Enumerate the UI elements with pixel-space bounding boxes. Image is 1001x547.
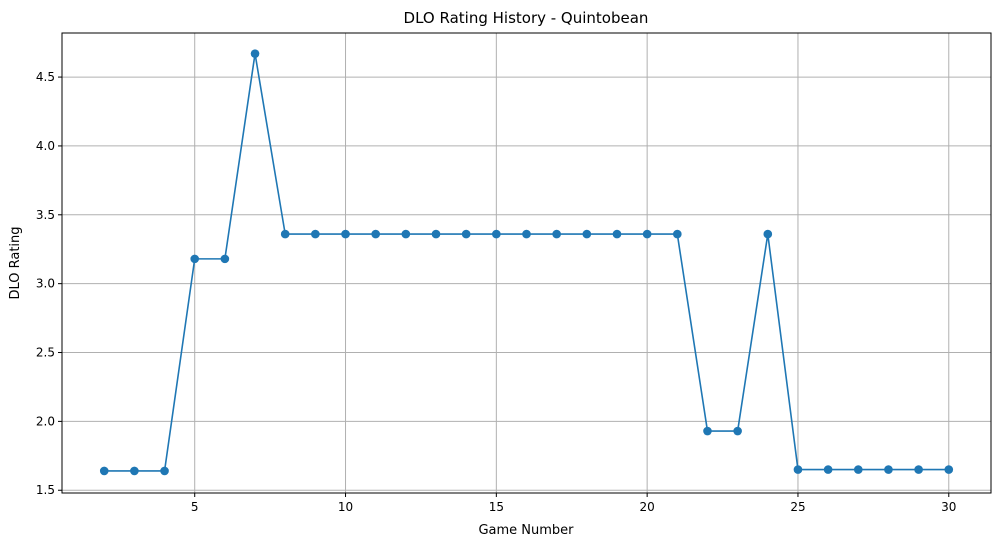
data-point <box>763 229 773 239</box>
data-point <box>793 465 803 474</box>
data-point <box>220 254 230 264</box>
y-tick-label: 3.0 <box>36 277 55 291</box>
x-tick-label: 20 <box>640 500 655 514</box>
y-axis-ticks: 1.5 2.0 2.5 3.0 3.5 4.0 4.5 <box>36 70 62 497</box>
data-point <box>99 466 109 476</box>
data-point <box>582 229 592 239</box>
y-tick-label: 2.0 <box>36 414 55 428</box>
x-tick-label: 30 <box>941 500 956 514</box>
x-tick-label: 10 <box>338 500 353 514</box>
data-point <box>642 229 652 239</box>
y-axis-label: DLO Rating <box>8 226 23 299</box>
y-tick-label: 3.5 <box>36 208 55 222</box>
data-point <box>552 229 561 239</box>
data-point <box>431 229 441 239</box>
data-point <box>341 229 350 239</box>
data-point <box>673 229 682 239</box>
data-point <box>522 229 531 239</box>
chart-title: DLO Rating History - Quintobean <box>404 9 649 27</box>
data-point <box>733 426 742 436</box>
x-tick-label: 25 <box>790 500 805 514</box>
data-point <box>703 426 712 436</box>
data-point <box>823 465 833 474</box>
y-tick-label: 1.5 <box>36 483 55 497</box>
x-axis-label: Game Number <box>478 523 574 538</box>
data-point <box>160 466 169 476</box>
data-point <box>492 229 501 239</box>
grid <box>62 33 991 493</box>
x-tick-label: 5 <box>191 500 199 514</box>
y-tick-label: 4.0 <box>36 139 55 153</box>
series-line <box>104 53 949 472</box>
data-point <box>280 229 290 239</box>
data-point <box>853 465 863 474</box>
data-point <box>914 465 923 474</box>
y-tick-label: 2.5 <box>36 346 55 360</box>
x-tick-label: 15 <box>489 500 504 514</box>
x-axis-ticks: 5 10 15 20 25 30 <box>191 493 956 514</box>
data-point <box>461 229 471 239</box>
data-point <box>371 229 380 239</box>
series-line-group <box>99 49 954 476</box>
data-point <box>190 254 200 264</box>
data-point <box>884 465 893 474</box>
plot-area-frame <box>61 32 992 494</box>
data-point <box>401 229 411 239</box>
data-point <box>130 466 139 476</box>
data-point <box>250 49 260 58</box>
data-point <box>612 229 622 239</box>
data-point <box>944 465 954 474</box>
y-tick-label: 4.5 <box>36 70 55 84</box>
data-point <box>311 229 320 239</box>
